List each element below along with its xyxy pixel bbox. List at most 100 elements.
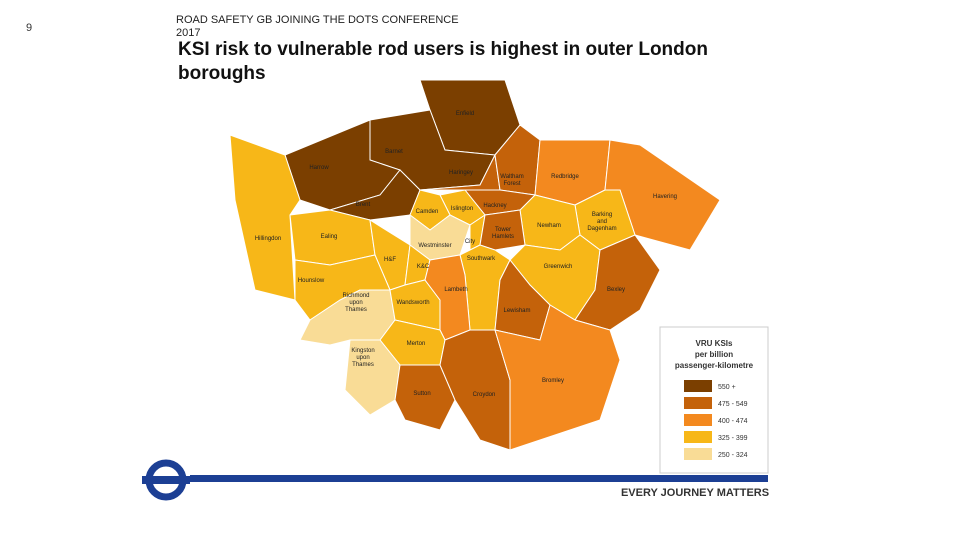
borough-label: Westminster (418, 243, 451, 249)
label-line: Redbridge (551, 174, 579, 180)
label-line: Islington (451, 206, 473, 212)
legend-label: 550 + (718, 384, 736, 391)
borough-label: Ealing (321, 234, 338, 240)
legend-swatch (684, 448, 712, 460)
label-line: Havering (653, 194, 677, 200)
boroughs (229, 79, 721, 451)
legend-title-line: passenger-kilometre (675, 361, 754, 370)
label-line: Wandsworth (396, 300, 429, 306)
label-line: Haringey (449, 170, 473, 176)
label-line: Tower (495, 227, 511, 233)
borough-label: Hackney (483, 203, 506, 209)
borough-area (574, 234, 661, 331)
legend-label: 325 - 399 (718, 435, 748, 442)
borough-label: K&C (417, 264, 430, 270)
label-line: Westminster (418, 243, 451, 249)
borough-area (439, 329, 511, 451)
label-line: Southwark (467, 256, 496, 262)
label-line: Lewisham (503, 308, 530, 314)
label-line: Barking (592, 212, 612, 218)
borough-area (229, 134, 301, 301)
borough-label: Brent (356, 202, 371, 208)
borough-area (479, 209, 526, 251)
legend-swatch (684, 397, 712, 409)
borough-label: Tower Hamlets (492, 227, 514, 240)
slide-title: KSI risk to vulnerable rod users is high… (178, 39, 708, 84)
label-line: Dagenham (587, 226, 616, 232)
footer-bar (190, 475, 768, 482)
label-line: K&C (417, 264, 430, 270)
legend-label: 475 - 549 (718, 401, 748, 408)
borough-label: Hounslow (298, 278, 325, 284)
label-line: Greenwich (544, 264, 573, 270)
label-line: Richmond (342, 293, 369, 299)
borough-label: Southwark (467, 256, 496, 262)
borough-label: Haringey (449, 170, 473, 176)
borough-label: Greenwich (544, 264, 573, 270)
label-line: Enfield (456, 111, 474, 117)
roundel (142, 459, 190, 501)
legend-swatch (684, 380, 712, 392)
borough-label: Croydon (473, 392, 496, 398)
legend-title-line: VRU KSIs (696, 339, 733, 348)
borough-label: Newham (537, 223, 561, 229)
label-line: Kingston (351, 348, 374, 354)
label-line: City (465, 239, 475, 245)
label-line: and (597, 219, 607, 225)
borough-label: Barnet (385, 149, 403, 155)
borough-area (494, 304, 621, 451)
borough-label: Waltham Forest (500, 174, 523, 187)
label-line: Waltham (500, 174, 523, 180)
borough-label: Hillingdon (255, 236, 281, 242)
header: ROAD SAFETY GB JOINING THE DOTS CONFEREN… (176, 14, 459, 39)
label-line: upon (356, 355, 369, 361)
borough-label: Lewisham (503, 308, 530, 314)
borough-label: Merton (407, 341, 426, 347)
borough-label: Lambeth (444, 287, 467, 293)
legend-label: 400 - 474 (718, 418, 748, 425)
borough-label: Sutton (413, 391, 430, 397)
label-line: Merton (407, 341, 426, 347)
borough-label: Islington (451, 206, 473, 212)
label-line: Hillingdon (255, 236, 281, 242)
label-line: Ealing (321, 234, 338, 240)
label-line: Brent (356, 202, 371, 208)
label-line: Bexley (607, 287, 625, 293)
legend-swatch (684, 414, 712, 426)
label-line: Barnet (385, 149, 403, 155)
legend-title-line: per billion (695, 350, 733, 359)
label-line: H&F (384, 257, 396, 263)
borough-label: Camden (416, 209, 439, 215)
borough-label: Richmond upon Thames (342, 293, 369, 313)
borough-label: Harrow (309, 165, 329, 171)
borough-label: Bromley (542, 378, 564, 384)
label-line: Thames (352, 362, 374, 368)
label-line: Bromley (542, 378, 564, 384)
borough-label: Bexley (607, 287, 625, 293)
footer-text: EVERY JOURNEY MATTERS (621, 487, 769, 499)
legend-box (659, 326, 769, 474)
label-line: upon (349, 300, 362, 306)
legend-title: VRU KSIs per billion passenger-kilometre (675, 339, 754, 370)
borough-label: Enfield (456, 111, 474, 117)
label-line: Hamlets (492, 234, 514, 240)
label-line: Thames (345, 307, 367, 313)
label-line: Croydon (473, 392, 496, 398)
label-line: Forest (503, 181, 520, 187)
borough-label: Kingston upon Thames (351, 348, 374, 368)
label-line: Sutton (413, 391, 430, 397)
label-line: Hounslow (298, 278, 325, 284)
borough-label: Wandsworth (396, 300, 429, 306)
label-line: Lambeth (444, 287, 467, 293)
label-line: Harrow (309, 165, 329, 171)
legend-label: 250 - 324 (718, 452, 748, 459)
borough-labels: Enfield Barnet Harrow Brent Haringey Waltham F… (255, 111, 677, 398)
borough-label: Barking and Dagenham (587, 212, 616, 232)
legend-swatch (684, 431, 712, 443)
label-line: Camden (416, 209, 439, 215)
label-line: Hackney (483, 203, 506, 209)
slide-number: 9 (26, 22, 33, 34)
borough-label: Redbridge (551, 174, 579, 180)
